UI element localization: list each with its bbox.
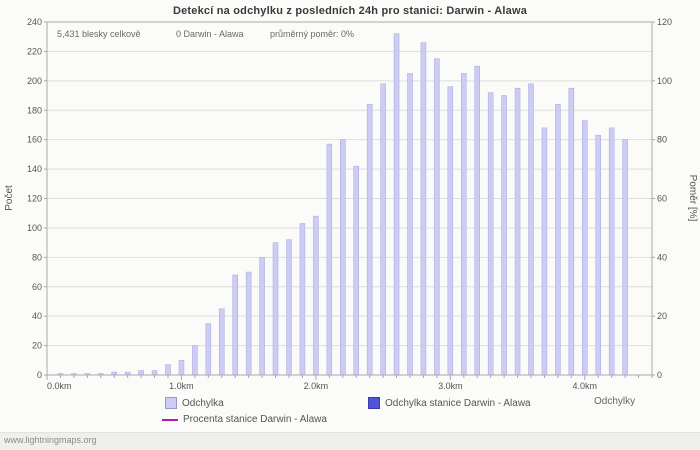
x-axis-title: Odchylky — [594, 396, 636, 407]
svg-text:100: 100 — [27, 223, 42, 233]
deviation-bar — [313, 215, 319, 376]
deviation-bar — [407, 73, 413, 376]
deviation-bar — [192, 345, 198, 376]
deviation-bar — [608, 127, 615, 376]
deviation-bar — [178, 360, 185, 376]
svg-text:120: 120 — [657, 17, 672, 27]
svg-text:240: 240 — [27, 17, 42, 27]
svg-text:220: 220 — [27, 46, 42, 56]
svg-text:0.0km: 0.0km — [47, 381, 72, 391]
annotation-total-strikes: 5,431 blesky celkově — [57, 29, 141, 39]
deviation-bar — [528, 83, 534, 376]
deviation-bar — [461, 73, 467, 376]
deviation-bar — [487, 92, 494, 376]
deviation-bar — [151, 370, 158, 376]
deviation-bar — [582, 120, 588, 376]
svg-text:60: 60 — [32, 282, 42, 292]
deviation-bar — [541, 127, 548, 376]
deviation-bar — [205, 323, 212, 376]
svg-text:80: 80 — [32, 252, 42, 262]
deviation-bar — [514, 87, 521, 376]
svg-text:4.0km: 4.0km — [573, 381, 598, 391]
svg-text:1.0km: 1.0km — [169, 381, 194, 391]
svg-text:100: 100 — [657, 76, 672, 86]
deviation-bar — [272, 242, 279, 376]
deviation-bar — [568, 87, 575, 376]
bars — [57, 33, 628, 376]
annotation-average-ratio: průměrný poměr: 0% — [270, 29, 355, 39]
deviation-bar — [474, 65, 480, 376]
deviation-bar — [447, 86, 454, 376]
svg-text:40: 40 — [32, 311, 42, 321]
deviation-bar — [501, 95, 507, 376]
deviation-bar — [353, 165, 359, 376]
svg-text:20: 20 — [32, 341, 42, 351]
deviation-bar — [393, 33, 400, 376]
deviation-bar — [555, 104, 561, 376]
deviation-bar — [595, 135, 601, 376]
deviation-bar — [434, 58, 440, 376]
deviation-bar — [326, 143, 333, 376]
svg-text:40: 40 — [657, 252, 667, 262]
deviation-bar — [366, 104, 373, 376]
svg-text:0: 0 — [37, 370, 42, 380]
deviation-bar — [245, 271, 252, 376]
axes — [44, 21, 655, 380]
svg-text:180: 180 — [27, 105, 42, 115]
svg-text:80: 80 — [657, 135, 667, 145]
legend-item-station: Odchylka stanice Darwin - Alawa — [368, 397, 531, 409]
svg-text:0: 0 — [657, 370, 662, 380]
legend-item-deviation: Odchylka — [165, 397, 224, 409]
chart-title: Detekcí na odchylku z posledních 24h pro… — [172, 5, 528, 17]
deviation-bar — [299, 223, 306, 376]
grid-lines — [47, 21, 652, 347]
footer-bar: www.lightningmaps.org — [0, 432, 700, 450]
legend-label-deviation: Odchylka — [182, 397, 224, 409]
percent-line-icon — [162, 418, 178, 421]
deviation-bar — [165, 364, 171, 376]
annotation-station-strikes: 0 Darwin - Alawa — [176, 29, 244, 39]
svg-text:120: 120 — [27, 194, 42, 204]
svg-text:3.0km: 3.0km — [438, 381, 463, 391]
svg-text:160: 160 — [27, 135, 42, 145]
deviation-bar — [622, 139, 628, 376]
station-swatch-icon — [368, 397, 380, 409]
svg-text:140: 140 — [27, 164, 42, 174]
svg-text:60: 60 — [657, 194, 667, 204]
deviation-bar — [138, 370, 144, 376]
legend-label-station: Odchylka stanice Darwin - Alawa — [385, 397, 531, 409]
deviation-bar — [420, 42, 427, 376]
svg-text:2.0km: 2.0km — [304, 381, 329, 391]
deviation-swatch-icon — [165, 397, 177, 409]
deviation-bar — [380, 83, 386, 376]
deviation-bar — [219, 308, 225, 376]
svg-text:200: 200 — [27, 76, 42, 86]
deviation-bar — [259, 257, 265, 376]
tick-labels: 0 20 40 60 80 100 120 140 160 180 200 220 240 0 20 40 60… — [27, 17, 672, 391]
site-watermark: www.lightningmaps.org — [4, 435, 97, 445]
legend-label-percent: Procenta stanice Darwin - Alawa — [183, 414, 327, 425]
svg-text:20: 20 — [657, 311, 667, 321]
deviation-bar — [232, 274, 238, 376]
deviation-bar — [286, 239, 292, 376]
left-axis-title: Počet — [4, 185, 15, 211]
right-axis-title: Poměr [%] — [687, 175, 698, 222]
deviation-bar — [340, 139, 346, 376]
legend-item-percent: Procenta stanice Darwin - Alawa — [162, 414, 327, 425]
